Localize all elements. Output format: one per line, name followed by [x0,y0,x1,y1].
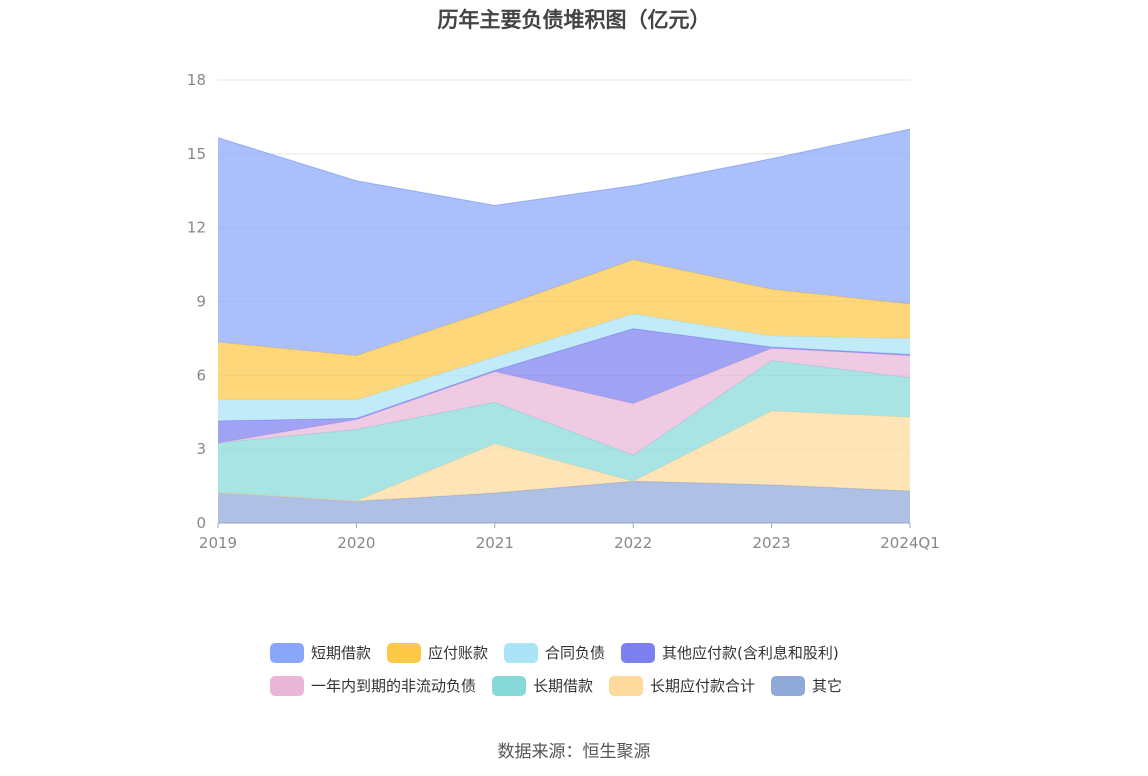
x-tick-label: 2020 [337,534,375,552]
legend-label: 一年内到期的非流动负债 [311,677,477,695]
legend-swatch [387,642,422,663]
legend-swatch [771,675,806,696]
legend-item[interactable]: 一年内到期的非流动负债 [270,675,476,696]
x-tick-label: 2024Q1 [880,534,940,552]
legend-item[interactable]: 合同负债 [504,642,605,663]
area-series-短期借款 [218,129,910,356]
legend-row: 一年内到期的非流动负债 长期借款 长期应付款合计 其它 [270,669,890,702]
legend-label: 短期借款 [311,644,372,662]
area-series-一年内到期的非流动负债 [218,348,910,456]
legend-swatch [621,642,656,663]
legend-label: 合同负债 [545,644,606,662]
chart-title: 历年主要负债堆积图（亿元） [437,8,711,32]
x-tick-label: 2019 [199,534,237,552]
legend-label: 其它 [812,677,843,695]
legend-label: 长期应付款合计 [650,677,756,695]
y-tick-label: 3 [196,440,206,458]
legend-label: 应付账款 [428,644,489,662]
legend-label: 长期借款 [533,677,594,695]
legend-row: 短期借款 应付账款 合同负债 其他应付款(含利息和股利) [270,636,890,669]
area-series-其它 [218,481,910,523]
y-tick-label: 0 [196,514,206,532]
stacked-area-chart: 0 3 6 9 12 15 18 2019 2020 2021 2022 2023 2024Q1 [187,71,940,552]
legend-swatch [492,675,527,696]
x-tick-label: 2022 [614,534,652,552]
area-series-应付账款 [218,259,910,400]
x-tick-label: 2023 [753,534,791,552]
y-tick-label: 9 [196,293,206,311]
x-tick-label: 2021 [476,534,514,552]
area-series-长期借款 [218,360,910,501]
legend-label: 其他应付款(含利息和股利) [662,644,839,662]
legend-item[interactable]: 长期借款 [492,675,593,696]
y-tick-label: 15 [187,145,206,163]
area-series-其他应付款(含利息和股利) [218,328,910,443]
y-tick-label: 12 [187,219,206,237]
y-tick-label: 18 [187,71,206,89]
legend-item[interactable]: 长期应付款合计 [609,675,755,696]
legend-swatch [270,675,304,696]
legend-item[interactable]: 其它 [771,675,842,696]
y-tick-label: 6 [196,366,206,384]
data-source-note: 数据来源：恒生聚源 [497,742,651,762]
legend-item[interactable]: 短期借款 [270,642,371,663]
area-series-长期应付款合计 [218,411,910,502]
area-series-line [217,128,911,207]
area-series-合同负债 [218,313,910,421]
legend-item[interactable]: 应付账款 [387,642,488,663]
area-series [217,128,911,523]
legend-swatch [270,642,304,663]
legend: 短期借款 应付账款 合同负债 其他应付款(含利息和股利) 一年内到期的非流动负债 长期借… [270,636,890,702]
legend-item[interactable]: 其他应付款(含利息和股利) [621,642,839,663]
legend-swatch [504,642,539,663]
legend-swatch [609,675,644,696]
axes: 0 3 6 9 12 15 18 2019 2020 2021 2022 2023 2024Q1 [187,71,940,552]
